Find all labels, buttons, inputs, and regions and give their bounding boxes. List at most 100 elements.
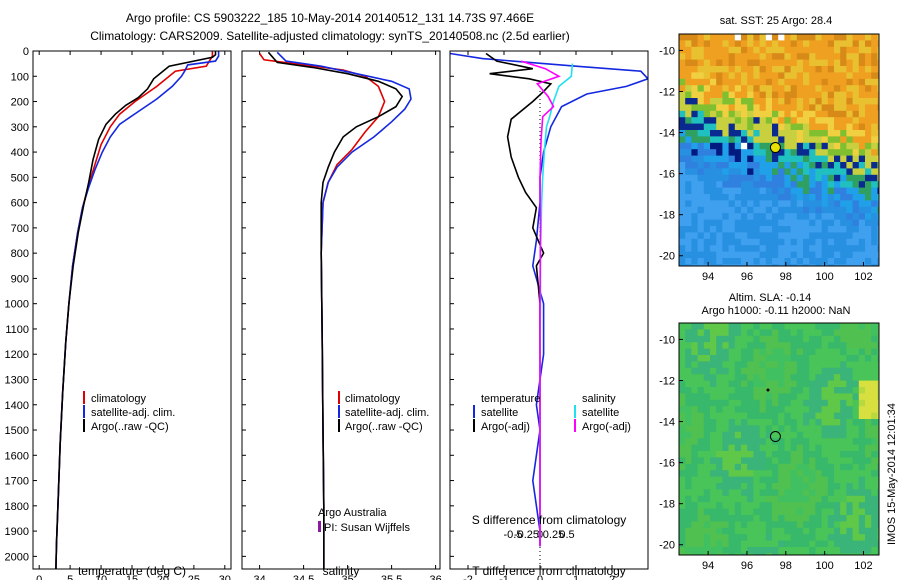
sst-map-cell [821,251,829,259]
sst-map-cell [827,46,835,54]
sla-map-cell [827,502,835,509]
sla-map-cell [790,444,798,452]
sst-map-cell [741,200,748,208]
sst-map-cell [697,91,705,99]
sst-map-cell [710,98,717,105]
sla-map-cell [821,534,829,541]
sla-map-cell [827,348,835,356]
sla-map-cell [871,521,878,529]
sst-map-cell [697,40,705,48]
sla-map-cell [796,374,804,381]
sla-map-cell [703,342,711,349]
sla-map-cell [840,335,847,343]
sst-map-cell [747,123,754,131]
sla-map-cell [703,502,711,509]
sst-map-cell [834,78,841,86]
sst-map-cell [821,123,829,131]
sla-map-cell [858,342,866,349]
sla-map-xtick-label-1: 96 [741,560,753,572]
sla-map-cell [790,463,798,471]
sst-map-cell [871,174,878,182]
difference-series-0 [450,52,648,547]
sst-map-cell [753,238,760,246]
sla-map-cell [691,540,698,548]
sla-map-cell [753,329,760,337]
sst-map-cell [685,123,692,131]
sla-map-cell [809,399,816,407]
sla-map-cell [834,380,841,388]
sla-map-cell [840,444,847,452]
sst-map-cell [778,232,785,240]
sla-map-cell [803,457,810,465]
sst-map-cell [834,162,841,169]
sst-map-cell [703,117,711,124]
difference-legend-t-argo: Argo(-adj) [481,421,530,433]
sla-map-cell [858,367,866,375]
sla-map-cell [846,483,853,490]
sst-map-cell [747,98,754,105]
sst-map-cell [840,149,847,156]
sla-map-cell [691,361,698,369]
sst-map-cell [784,117,791,124]
sst-map-cell [759,149,767,156]
sst-map-cell [846,46,853,54]
sst-map-cell [871,85,878,92]
sla-map-cell [753,348,760,356]
sla-map-cell [703,489,711,497]
sst-map-cell [728,155,736,163]
sst-map-cell [691,258,698,265]
sst-map-cell [741,238,748,246]
sla-map-cell [691,329,698,337]
sla-map-cell [796,393,804,401]
temperature-ytick-label-18: 1800 [5,501,29,513]
sst-map-cell [827,245,835,252]
sla-map-cell [834,489,841,497]
sla-map-cell [852,457,860,465]
sla-map-cell [728,431,736,439]
sst-map-cell [877,59,879,67]
sla-map-cell [865,431,872,439]
sla-map-cell [877,380,879,388]
sla-map-cell [685,374,692,381]
sst-map-cell [691,78,698,86]
sst-map-cell [840,206,847,214]
sst-map-cell [809,213,816,220]
sla-map-cell [784,412,791,420]
sla-map-cell [803,438,810,445]
sst-map-cell [753,110,760,118]
sla-map-cell [685,355,692,362]
difference-legend-t-satellite: satellite [481,407,518,419]
sla-map-cell [858,540,866,548]
sst-map-cell [703,59,711,67]
sla-argo-marker [769,431,781,443]
sst-map-cell [877,136,879,144]
sla-map-cell [759,355,767,362]
sla-map-ticks: 94 96 98 100 102-10-12-14-16-18-20 [659,334,873,572]
sst-map-cell [747,53,754,60]
sla-map-cell [852,502,860,509]
sla-map-cell [840,553,847,555]
sla-map-cell [815,547,822,554]
sla-map-cell [877,553,879,555]
sst-map-cell [834,104,841,112]
temperature-axis-ticks: 0 5 10 15 20 25 300100200300400500600700800900… [5,46,231,580]
sla-map-cell [753,483,760,490]
sst-map-cell [728,66,736,73]
sla-map-cell [846,431,853,439]
difference-lines [450,52,648,569]
sla-map-cell [834,438,841,445]
sla-map-cell [821,323,829,330]
sst-map-cell [803,206,810,214]
sst-map-cell [697,53,705,60]
sst-map-cell [790,40,798,48]
sla-map-cell [703,540,711,548]
sla-map-cell [803,476,810,484]
sla-map-cell [710,393,717,401]
sst-map-cell [697,66,705,73]
sla-map-cell [809,527,816,535]
sla-map-cell [691,380,698,388]
sla-map-cell [834,387,841,394]
sst-map-cell [846,168,853,176]
sla-map-cell [741,463,748,471]
sst-map-cell [877,53,879,60]
